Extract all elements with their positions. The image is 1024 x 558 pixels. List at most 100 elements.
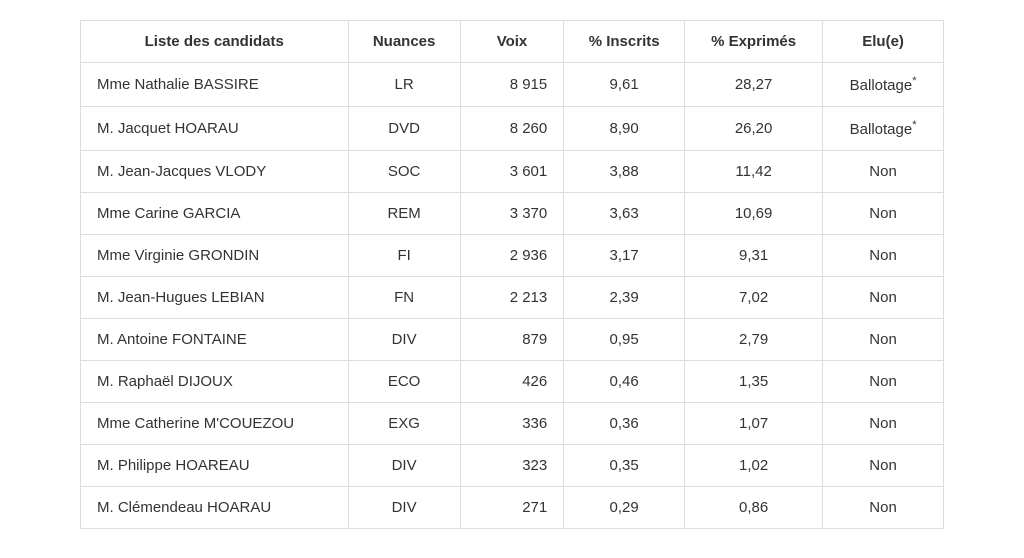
cell-exprimes: 7,02 <box>685 277 823 319</box>
cell-candidat: M. Raphaël DIJOUX <box>81 361 349 403</box>
header-row: Liste des candidats Nuances Voix % Inscr… <box>81 21 944 63</box>
cell-inscrits: 0,35 <box>564 445 685 487</box>
table-row: Mme Catherine M'COUEZOUEXG3360,361,07 Non <box>81 403 944 445</box>
col-header-candidat: Liste des candidats <box>81 21 349 63</box>
cell-elu: Non <box>823 193 944 235</box>
cell-voix: 2 213 <box>460 277 564 319</box>
table-body: Mme Nathalie BASSIRELR8 9159,6128,27Ball… <box>81 63 944 529</box>
table-row: Mme Carine GARCIAREM3 3703,6310,69 Non <box>81 193 944 235</box>
cell-voix: 3 601 <box>460 151 564 193</box>
cell-inscrits: 3,88 <box>564 151 685 193</box>
cell-inscrits: 0,29 <box>564 487 685 529</box>
elu-value: Non <box>869 499 897 516</box>
cell-exprimes: 1,35 <box>685 361 823 403</box>
cell-inscrits: 3,17 <box>564 235 685 277</box>
table-row: M. Clémendeau HOARAUDIV2710,290,86 Non <box>81 487 944 529</box>
cell-nuance: ECO <box>348 361 460 403</box>
cell-elu: Ballotage* <box>823 63 944 107</box>
table-head: Liste des candidats Nuances Voix % Inscr… <box>81 21 944 63</box>
cell-nuance: FI <box>348 235 460 277</box>
cell-candidat: M. Jacquet HOARAU <box>81 107 349 151</box>
cell-nuance: DIV <box>348 319 460 361</box>
cell-nuance: SOC <box>348 151 460 193</box>
cell-nuance: REM <box>348 193 460 235</box>
cell-elu: Non <box>823 403 944 445</box>
cell-candidat: Mme Nathalie BASSIRE <box>81 63 349 107</box>
cell-exprimes: 2,79 <box>685 319 823 361</box>
cell-candidat: Mme Virginie GRONDIN <box>81 235 349 277</box>
table-row: M. Philippe HOAREAUDIV3230,351,02 Non <box>81 445 944 487</box>
cell-voix: 8 915 <box>460 63 564 107</box>
cell-exprimes: 9,31 <box>685 235 823 277</box>
elu-value: Ballotage <box>850 121 913 138</box>
cell-elu: Non <box>823 277 944 319</box>
cell-nuance: DVD <box>348 107 460 151</box>
cell-candidat: M. Clémendeau HOARAU <box>81 487 349 529</box>
col-header-nuances: Nuances <box>348 21 460 63</box>
elu-value: Non <box>869 373 897 390</box>
cell-inscrits: 2,39 <box>564 277 685 319</box>
cell-exprimes: 10,69 <box>685 193 823 235</box>
cell-exprimes: 0,86 <box>685 487 823 529</box>
cell-nuance: DIV <box>348 445 460 487</box>
asterisk-icon: * <box>912 119 916 131</box>
cell-candidat: M. Jean-Jacques VLODY <box>81 151 349 193</box>
cell-candidat: M. Philippe HOAREAU <box>81 445 349 487</box>
cell-candidat: Mme Carine GARCIA <box>81 193 349 235</box>
table-row: M. Jean-Jacques VLODYSOC3 6013,8811,42 No… <box>81 151 944 193</box>
cell-elu: Non <box>823 151 944 193</box>
cell-elu: Non <box>823 235 944 277</box>
cell-elu: Non <box>823 319 944 361</box>
cell-candidat: Mme Catherine M'COUEZOU <box>81 403 349 445</box>
cell-inscrits: 9,61 <box>564 63 685 107</box>
col-header-exprimes: % Exprimés <box>685 21 823 63</box>
cell-nuance: EXG <box>348 403 460 445</box>
col-header-inscrits: % Inscrits <box>564 21 685 63</box>
cell-exprimes: 28,27 <box>685 63 823 107</box>
cell-voix: 271 <box>460 487 564 529</box>
cell-voix: 323 <box>460 445 564 487</box>
cell-voix: 879 <box>460 319 564 361</box>
cell-inscrits: 0,46 <box>564 361 685 403</box>
table-row: Mme Virginie GRONDINFI2 9363,179,31 Non <box>81 235 944 277</box>
elu-value: Non <box>869 205 897 222</box>
table-row: Mme Nathalie BASSIRELR8 9159,6128,27Ball… <box>81 63 944 107</box>
cell-voix: 3 370 <box>460 193 564 235</box>
cell-elu: Ballotage* <box>823 107 944 151</box>
cell-elu: Non <box>823 487 944 529</box>
cell-candidat: M. Jean-Hugues LEBIAN <box>81 277 349 319</box>
cell-exprimes: 11,42 <box>685 151 823 193</box>
elu-value: Non <box>869 289 897 306</box>
cell-exprimes: 1,02 <box>685 445 823 487</box>
elu-value: Ballotage <box>850 77 913 94</box>
elu-value: Non <box>869 415 897 432</box>
elu-value: Non <box>869 331 897 348</box>
cell-elu: Non <box>823 361 944 403</box>
cell-voix: 336 <box>460 403 564 445</box>
cell-voix: 426 <box>460 361 564 403</box>
cell-nuance: LR <box>348 63 460 107</box>
cell-voix: 8 260 <box>460 107 564 151</box>
results-table: Liste des candidats Nuances Voix % Inscr… <box>80 20 944 529</box>
elu-value: Non <box>869 457 897 474</box>
cell-inscrits: 0,95 <box>564 319 685 361</box>
cell-exprimes: 1,07 <box>685 403 823 445</box>
cell-exprimes: 26,20 <box>685 107 823 151</box>
table-row: M. Jean-Hugues LEBIANFN2 2132,397,02 Non <box>81 277 944 319</box>
cell-elu: Non <box>823 445 944 487</box>
cell-inscrits: 3,63 <box>564 193 685 235</box>
cell-inscrits: 8,90 <box>564 107 685 151</box>
cell-nuance: DIV <box>348 487 460 529</box>
elu-value: Non <box>869 247 897 264</box>
cell-voix: 2 936 <box>460 235 564 277</box>
cell-candidat: M. Antoine FONTAINE <box>81 319 349 361</box>
table-row: M. Raphaël DIJOUXECO4260,461,35 Non <box>81 361 944 403</box>
asterisk-icon: * <box>912 75 916 87</box>
col-header-elu: Elu(e) <box>823 21 944 63</box>
elu-value: Non <box>869 163 897 180</box>
table-row: M. Antoine FONTAINEDIV8790,952,79 Non <box>81 319 944 361</box>
table-row: M. Jacquet HOARAUDVD8 2608,9026,20Ballot… <box>81 107 944 151</box>
cell-inscrits: 0,36 <box>564 403 685 445</box>
col-header-voix: Voix <box>460 21 564 63</box>
cell-nuance: FN <box>348 277 460 319</box>
